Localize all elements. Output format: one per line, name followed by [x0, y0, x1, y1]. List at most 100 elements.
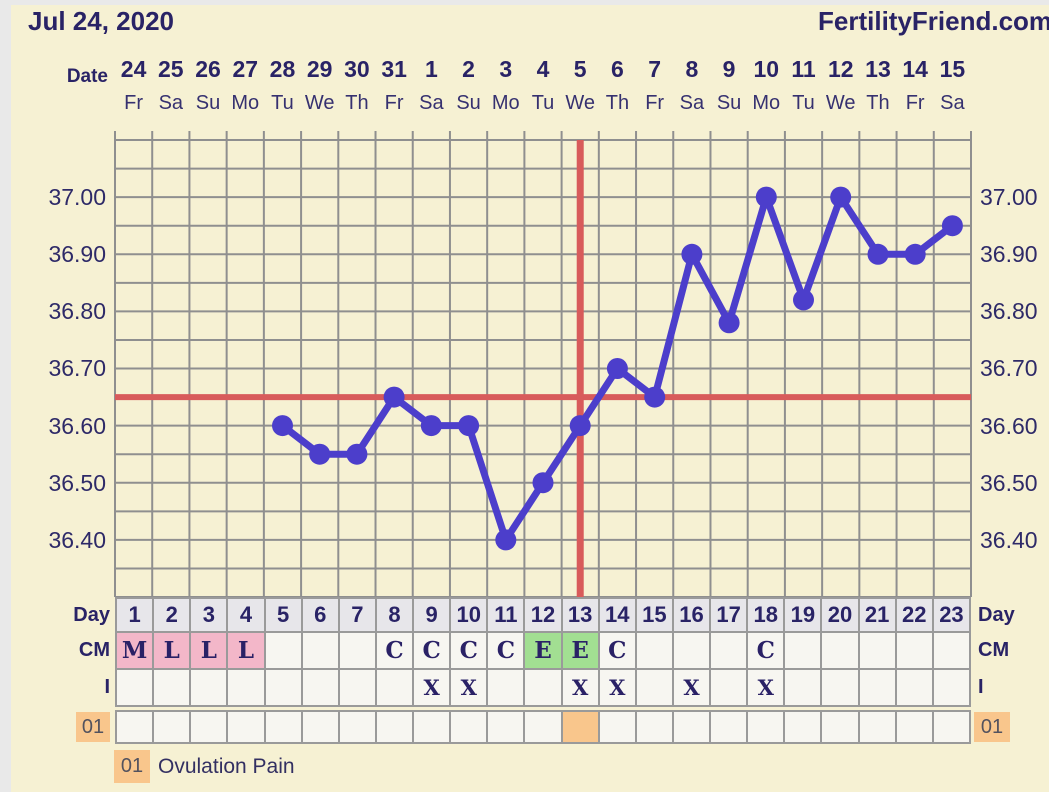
day-cell-14[interactable]: 14: [599, 599, 635, 631]
day-cell-2[interactable]: 2: [154, 599, 190, 631]
cm-cell-15[interactable]: [636, 633, 672, 668]
intercourse-cell-22[interactable]: [896, 670, 932, 705]
intercourse-cell-4[interactable]: [228, 670, 264, 705]
day-cell-22[interactable]: 22: [896, 599, 932, 631]
intercourse-cell-17[interactable]: [711, 670, 747, 705]
day-cell-17[interactable]: 17: [711, 599, 747, 631]
symptom-cell-22[interactable]: [896, 712, 932, 742]
cm-cell-20[interactable]: [822, 633, 858, 668]
intercourse-cell-1[interactable]: [117, 670, 153, 705]
intercourse-cell-12[interactable]: [525, 670, 561, 705]
symptom-cell-2[interactable]: [154, 712, 190, 742]
day-cell-5[interactable]: 5: [265, 599, 301, 631]
symptom-cell-4[interactable]: [228, 712, 264, 742]
temperature-point-day-21[interactable]: [867, 243, 889, 265]
day-cell-18[interactable]: 18: [748, 599, 784, 631]
symptom-cell-10[interactable]: [451, 712, 487, 742]
symptom-cell-8[interactable]: [376, 712, 413, 742]
bbt-temperature-chart[interactable]: [114, 131, 972, 598]
temperature-point-day-19[interactable]: [793, 289, 814, 311]
day-cell-19[interactable]: 19: [785, 599, 821, 631]
cm-cell-13[interactable]: E: [562, 633, 598, 668]
cm-cell-12[interactable]: E: [525, 633, 561, 668]
day-cell-12[interactable]: 12: [525, 599, 561, 631]
symptom-cell-9[interactable]: [414, 712, 450, 742]
temperature-point-day-7[interactable]: [346, 443, 368, 465]
cm-cell-21[interactable]: [859, 633, 895, 668]
temperature-point-day-14[interactable]: [606, 358, 628, 379]
cm-cell-17[interactable]: [711, 633, 747, 668]
intercourse-cell-5[interactable]: [265, 670, 301, 705]
temperature-point-day-18[interactable]: [755, 186, 777, 208]
intercourse-cell-7[interactable]: [339, 670, 375, 705]
temperature-point-day-11[interactable]: [495, 529, 517, 551]
temperature-point-day-20[interactable]: [830, 186, 852, 208]
cm-cell-7[interactable]: [339, 633, 375, 668]
temperature-point-day-17[interactable]: [718, 312, 740, 334]
intercourse-cell-16[interactable]: X: [673, 670, 710, 705]
cm-cell-9[interactable]: C: [414, 633, 450, 668]
intercourse-cell-9[interactable]: X: [414, 670, 450, 705]
symptom-cell-21[interactable]: [859, 712, 895, 742]
intercourse-cell-8[interactable]: [376, 670, 413, 705]
cm-cell-22[interactable]: [896, 633, 932, 668]
temperature-point-day-9[interactable]: [420, 415, 442, 437]
intercourse-cell-14[interactable]: X: [599, 670, 635, 705]
symptom-cell-13[interactable]: [562, 712, 598, 742]
symptom-cell-18[interactable]: [748, 712, 784, 742]
intercourse-cell-13[interactable]: X: [562, 670, 598, 705]
intercourse-cell-10[interactable]: X: [451, 670, 487, 705]
day-cell-4[interactable]: 4: [228, 599, 264, 631]
cm-cell-4[interactable]: L: [228, 633, 264, 668]
symptom-cell-3[interactable]: [191, 712, 227, 742]
day-cell-20[interactable]: 20: [822, 599, 858, 631]
temperature-point-day-5[interactable]: [272, 415, 293, 437]
symptom-cell-1[interactable]: [117, 712, 153, 742]
temperature-point-day-6[interactable]: [309, 443, 331, 465]
temperature-point-day-12[interactable]: [532, 472, 554, 494]
symptom-cell-17[interactable]: [711, 712, 747, 742]
cm-cell-11[interactable]: C: [488, 633, 524, 668]
symptom-cell-5[interactable]: [265, 712, 301, 742]
cm-cell-16[interactable]: [673, 633, 710, 668]
intercourse-cell-2[interactable]: [154, 670, 190, 705]
day-cell-10[interactable]: 10: [451, 599, 487, 631]
symptom-cell-12[interactable]: [525, 712, 561, 742]
temperature-point-day-23[interactable]: [941, 215, 963, 237]
symptom-cell-19[interactable]: [785, 712, 821, 742]
symptom-cell-6[interactable]: [302, 712, 338, 742]
intercourse-cell-15[interactable]: [636, 670, 672, 705]
cm-cell-14[interactable]: C: [599, 633, 635, 668]
intercourse-cell-6[interactable]: [302, 670, 338, 705]
day-cell-9[interactable]: 9: [414, 599, 450, 631]
symptom-cell-23[interactable]: [933, 712, 969, 742]
intercourse-cell-23[interactable]: [933, 670, 969, 705]
intercourse-cell-18[interactable]: X: [748, 670, 784, 705]
symptom-cell-15[interactable]: [636, 712, 672, 742]
cm-cell-3[interactable]: L: [191, 633, 227, 668]
cm-cell-2[interactable]: L: [154, 633, 190, 668]
cm-cell-8[interactable]: C: [376, 633, 413, 668]
symptom-cell-16[interactable]: [673, 712, 710, 742]
intercourse-cell-3[interactable]: [191, 670, 227, 705]
symptom-cell-11[interactable]: [488, 712, 524, 742]
cm-cell-1[interactable]: M: [117, 633, 153, 668]
intercourse-cell-19[interactable]: [785, 670, 821, 705]
cm-cell-23[interactable]: [933, 633, 969, 668]
symptom-cell-7[interactable]: [339, 712, 375, 742]
day-cell-6[interactable]: 6: [302, 599, 338, 631]
temperature-point-day-22[interactable]: [904, 243, 926, 265]
day-cell-21[interactable]: 21: [859, 599, 895, 631]
temperature-point-day-15[interactable]: [644, 386, 666, 408]
cm-cell-6[interactable]: [302, 633, 338, 668]
symptom-cell-14[interactable]: [599, 712, 635, 742]
day-cell-8[interactable]: 8: [376, 599, 413, 631]
day-cell-7[interactable]: 7: [339, 599, 375, 631]
brand-link[interactable]: FertilityFriend.com: [818, 6, 1049, 36]
temperature-point-day-10[interactable]: [458, 415, 480, 437]
day-cell-1[interactable]: 1: [117, 599, 153, 631]
intercourse-cell-11[interactable]: [488, 670, 524, 705]
intercourse-cell-21[interactable]: [859, 670, 895, 705]
day-cell-23[interactable]: 23: [933, 599, 969, 631]
day-cell-3[interactable]: 3: [191, 599, 227, 631]
